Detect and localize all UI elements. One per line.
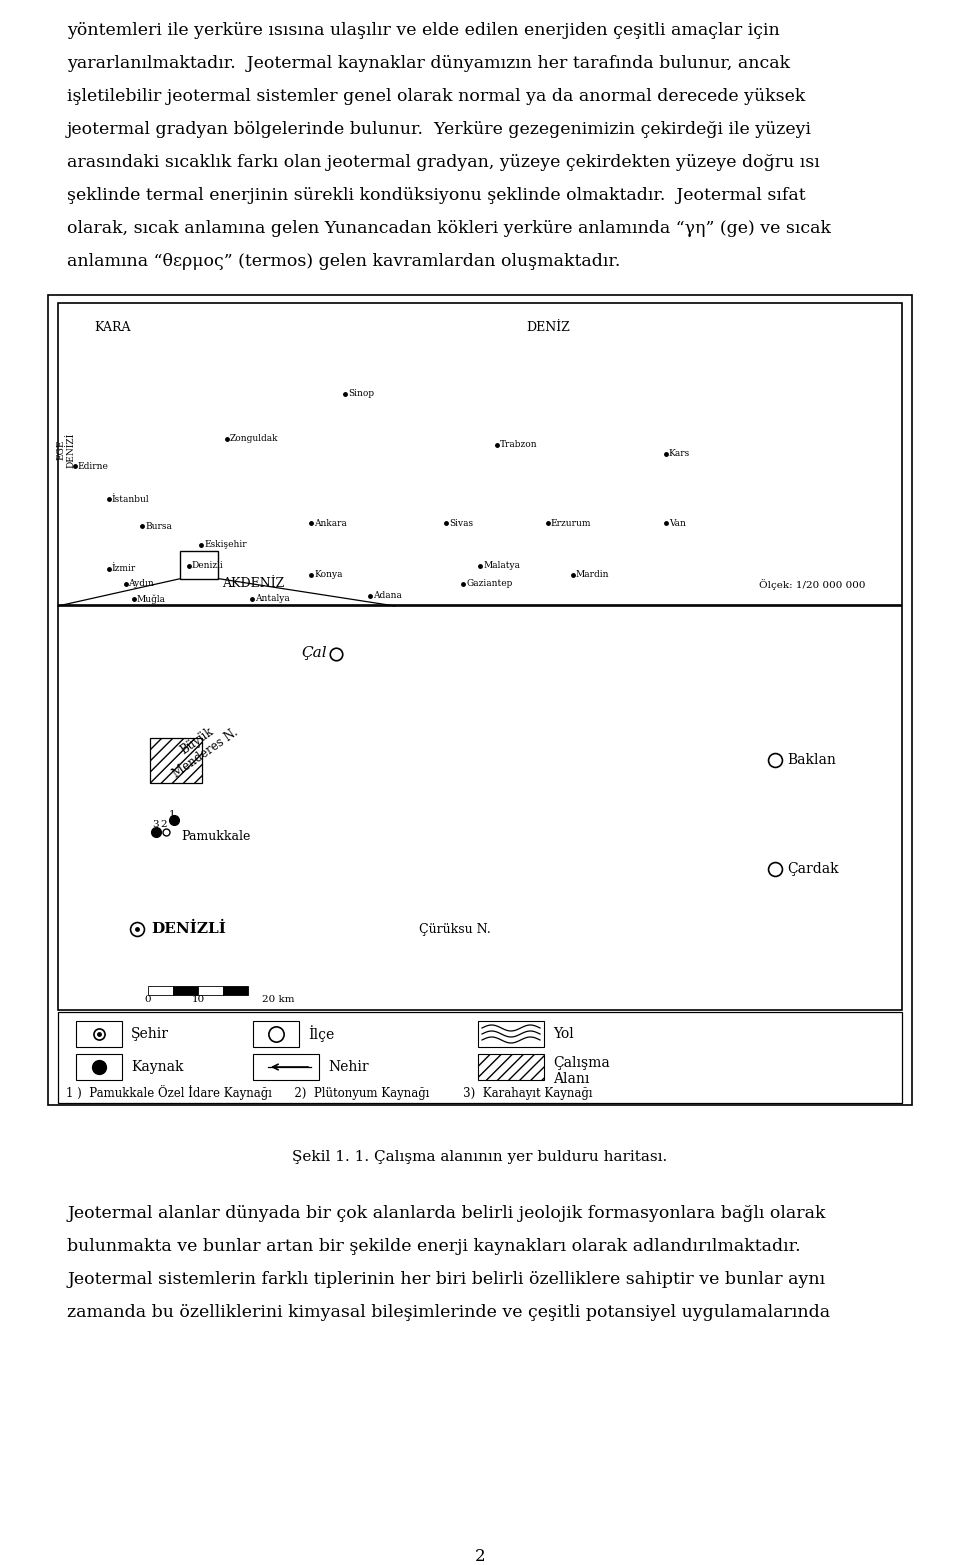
Text: DENİZLİ: DENİZLİ (152, 922, 227, 936)
Text: Sinop: Sinop (348, 390, 374, 398)
Text: 0: 0 (145, 995, 152, 1005)
Text: Büyük
Menderes N.: Büyük Menderes N. (162, 714, 241, 781)
Bar (48, 294, 912, 1105)
Bar (180, 551, 218, 579)
Text: Van: Van (669, 520, 685, 527)
Bar (478, 1020, 544, 1047)
Text: Çal: Çal (301, 646, 326, 660)
Text: Baklan: Baklan (787, 753, 836, 767)
Text: Kaynak: Kaynak (131, 1060, 183, 1074)
Text: Ankara: Ankara (314, 520, 348, 527)
Text: Malatya: Malatya (483, 562, 520, 570)
Text: yöntemleri ile yerküre ısısına ulaşılır ve elde edilen enerjiden çeşitli amaçlar: yöntemleri ile yerküre ısısına ulaşılır … (67, 22, 780, 39)
Text: İlçe: İlçe (308, 1025, 334, 1042)
Bar (198, 986, 223, 995)
Text: Gaziantep: Gaziantep (467, 579, 513, 588)
Text: Trabzon: Trabzon (500, 440, 538, 449)
Bar (58, 606, 902, 1009)
Text: 20 km: 20 km (262, 995, 295, 1005)
Text: yararlanılmaktadır.  Jeotermal kaynaklar dünyamızın her tarafında bulunur, ancak: yararlanılmaktadır. Jeotermal kaynaklar … (67, 55, 790, 72)
Text: bulunmakta ve bunlar artan bir şekilde enerji kaynakları olarak adlandırılmaktad: bulunmakta ve bunlar artan bir şekilde e… (67, 1238, 801, 1255)
Bar (173, 986, 198, 995)
Text: olarak, sıcak anlamına gelen Yunancadan kökleri yerküre anlamında “γη” (ge) ve s: olarak, sıcak anlamına gelen Yunancadan … (67, 221, 831, 236)
Text: KARA: KARA (95, 321, 132, 333)
Text: Jeotermal sistemlerin farklı tiplerinin her biri belirli özelliklere sahiptir ve: Jeotermal sistemlerin farklı tiplerinin … (67, 1271, 826, 1288)
Text: Bursa: Bursa (145, 523, 172, 531)
Bar (76, 1020, 122, 1047)
Text: Eskişehir: Eskişehir (204, 540, 247, 549)
Text: 10: 10 (191, 995, 204, 1005)
Text: anlamına “θερμος” (termos) gelen kavramlardan oluşmaktadır.: anlamına “θερμος” (termos) gelen kavraml… (67, 254, 620, 271)
Text: şeklinde termal enerjinin sürekli kondüksiyonu şeklinde olmaktadır.  Jeotermal s: şeklinde termal enerjinin sürekli kondük… (67, 186, 805, 203)
Text: Adana: Adana (373, 592, 402, 601)
Text: Ölçek: 1/20 000 000: Ölçek: 1/20 000 000 (758, 579, 865, 590)
Text: Pamukkale: Pamukkale (181, 829, 252, 842)
Bar (150, 737, 202, 782)
Text: Aydın: Aydın (129, 579, 155, 588)
Text: 1: 1 (168, 809, 175, 818)
Text: Erzurum: Erzurum (550, 520, 591, 527)
Bar (58, 1013, 902, 1103)
Text: Antalya: Antalya (255, 595, 290, 604)
Text: Çalışma
Alanı: Çalışma Alanı (553, 1056, 610, 1086)
Text: AKDENİZ: AKDENİZ (222, 577, 284, 590)
Bar (76, 1053, 122, 1080)
Text: Sivas: Sivas (449, 520, 473, 527)
Text: 2: 2 (160, 820, 167, 829)
Text: EGE
DENİZİ: EGE DENİZİ (57, 432, 76, 468)
Bar (478, 1053, 544, 1080)
Text: Denizli: Denizli (192, 562, 224, 570)
Text: Konya: Konya (314, 570, 343, 579)
Text: Mardin: Mardin (576, 570, 610, 579)
Text: 1 )  Pamukkale Özel İdare Kaynağı      2)  Plütonyum Kaynağı         3)  Karahay: 1 ) Pamukkale Özel İdare Kaynağı 2) Plüt… (66, 1085, 592, 1100)
Text: arasındaki sıcaklık farkı olan jeotermal gradyan, yüzeye çekirdekten yüzeye doğr: arasındaki sıcaklık farkı olan jeotermal… (67, 153, 820, 171)
Text: Edirne: Edirne (78, 462, 108, 471)
Text: 2: 2 (474, 1548, 486, 1565)
Text: Kars: Kars (669, 449, 690, 459)
Text: jeotermal gradyan bölgelerinde bulunur.  Yerküre gezegenimizin çekirdeği ile yüz: jeotermal gradyan bölgelerinde bulunur. … (67, 121, 812, 138)
Text: Muğla: Muğla (137, 595, 166, 604)
Text: Jeotermal alanlar dünyada bir çok alanlarda belirli jeolojik formasyonlara bağlı: Jeotermal alanlar dünyada bir çok alanla… (67, 1205, 826, 1222)
Bar (253, 1053, 319, 1080)
Text: Şekil 1. 1. Çalışma alanının yer bulduru haritası.: Şekil 1. 1. Çalışma alanının yer bulduru… (293, 1150, 667, 1164)
Text: Çürüksu N.: Çürüksu N. (419, 923, 491, 936)
Text: Nehir: Nehir (328, 1060, 369, 1074)
Bar (148, 986, 173, 995)
Text: Yol: Yol (553, 1027, 574, 1041)
Bar (58, 304, 902, 606)
Text: 3: 3 (153, 820, 159, 829)
Text: DENİZ: DENİZ (526, 321, 570, 333)
Bar (253, 1020, 299, 1047)
Text: İstanbul: İstanbul (111, 495, 149, 504)
Text: işletilebilir jeotermal sistemler genel olarak normal ya da anormal derecede yük: işletilebilir jeotermal sistemler genel … (67, 88, 805, 105)
Text: zamanda bu özelliklerini kimyasal bileşimlerinde ve çeşitli potansiyel uygulamal: zamanda bu özelliklerini kimyasal bileşi… (67, 1304, 830, 1321)
Text: Çardak: Çardak (787, 862, 839, 875)
Bar (223, 986, 248, 995)
Text: İzmir: İzmir (111, 565, 136, 573)
Text: Zonguldak: Zonguldak (229, 435, 278, 443)
Text: Şehir: Şehir (131, 1027, 169, 1041)
